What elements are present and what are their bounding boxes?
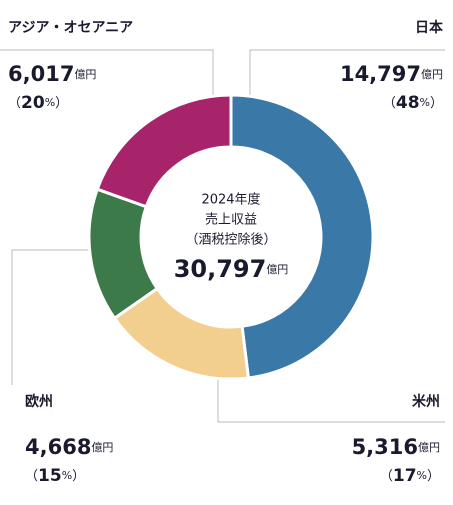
leader-line xyxy=(11,249,95,385)
category-label: アジア・オセアニア xyxy=(8,20,133,36)
value: 6,017 xyxy=(8,62,74,86)
slice xyxy=(95,93,233,209)
center-text: 売上収益 xyxy=(205,212,257,228)
leader-line xyxy=(217,378,445,423)
paren: ） xyxy=(430,96,443,111)
paren: （ xyxy=(8,96,21,111)
category-label: 欧州 xyxy=(25,393,53,410)
percent: 20 xyxy=(21,93,45,113)
percent: 48 xyxy=(396,93,420,113)
center-total: 30,797億円 xyxy=(174,255,289,283)
value-label: 14,797億円 xyxy=(340,62,443,86)
value: 4,668 xyxy=(25,435,91,459)
paren: ） xyxy=(427,469,440,484)
paren: ） xyxy=(72,469,85,484)
percent-sign: % xyxy=(45,96,55,109)
value-label: 6,017億円 xyxy=(8,62,96,86)
value-label: 5,316億円 xyxy=(352,435,440,459)
center-text: （酒税控除後） xyxy=(185,233,276,248)
leader-line xyxy=(249,49,445,98)
paren: （ xyxy=(380,469,393,484)
center-text: 2024年度 xyxy=(201,192,260,208)
percent-label: （15%） xyxy=(25,466,85,486)
leader-line xyxy=(0,49,214,98)
value-label: 4,668億円 xyxy=(25,435,113,459)
percent-sign: % xyxy=(417,469,427,482)
percent-label: （20%） xyxy=(8,93,68,113)
percent: 15 xyxy=(38,466,62,486)
unit: 億円 xyxy=(74,68,96,81)
percent: 17 xyxy=(393,466,417,486)
percent-sign: % xyxy=(420,96,430,109)
total-value: 30,797 xyxy=(174,255,267,283)
unit: 億円 xyxy=(91,441,113,454)
donut xyxy=(87,93,375,381)
labels: 日本14,797億円（48%）米州5,316億円（17%）欧州4,668億円（1… xyxy=(8,19,444,486)
slice xyxy=(229,93,375,380)
value: 5,316 xyxy=(352,435,418,459)
paren: （ xyxy=(25,469,38,484)
paren: （ xyxy=(383,96,396,111)
percent-label: （48%） xyxy=(383,93,443,113)
paren: ） xyxy=(55,96,68,111)
category-label: 米州 xyxy=(412,393,440,410)
unit: 億円 xyxy=(418,441,440,454)
percent-label: （17%） xyxy=(380,466,440,486)
percent-sign: % xyxy=(62,469,72,482)
category-label: 日本 xyxy=(415,19,444,36)
unit: 億円 xyxy=(266,263,288,276)
unit: 億円 xyxy=(421,68,443,81)
value: 14,797 xyxy=(340,62,421,86)
